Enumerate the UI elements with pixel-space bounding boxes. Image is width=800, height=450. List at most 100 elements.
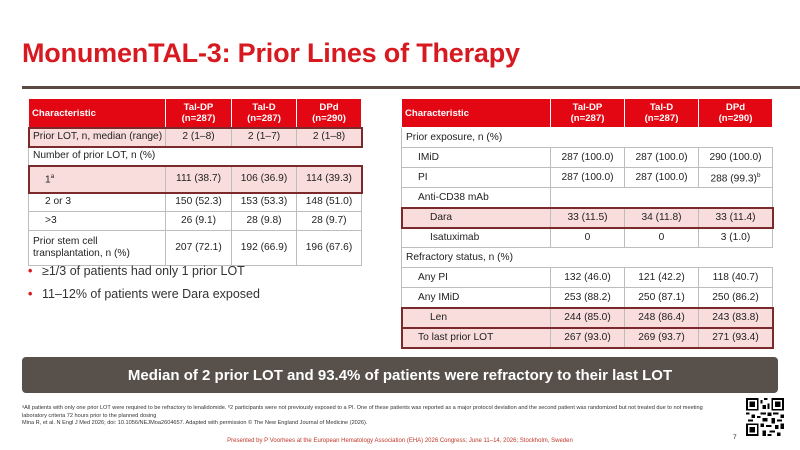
cell: 132 (46.0) xyxy=(550,267,625,288)
row-label: Isatuximab xyxy=(401,227,551,248)
row-label: Anti-CD38 mAb xyxy=(401,187,551,208)
cell: 253 (88.2) xyxy=(550,287,625,308)
col-header-tal-d: Tal-D (n=287) xyxy=(624,98,699,128)
qr-code-icon[interactable] xyxy=(746,398,784,436)
cell: 33 (11.5) xyxy=(550,207,625,228)
cell: 3 (1.0) xyxy=(698,227,773,248)
row-label: To last prior LOT xyxy=(401,327,551,348)
table-row: 1a 111 (38.7) 106 (36.9) 114 (39.3) xyxy=(27,164,363,194)
cell: 148 (51.0) xyxy=(296,192,362,212)
table-row: Prior stem cell transplantation, n (%) 2… xyxy=(28,230,362,266)
footnote-marker: b xyxy=(756,171,761,179)
cell: 248 (86.4) xyxy=(624,307,699,328)
col-header-tal-dp: Tal-DP (n=287) xyxy=(165,98,232,128)
cell: 118 (40.7) xyxy=(698,267,773,288)
section-label: Refractory status, n (%) xyxy=(401,247,773,268)
col-header-text: Tal-DP (n=287) xyxy=(181,102,216,124)
cell: 243 (83.8) xyxy=(698,307,773,328)
cell: 192 (66.9) xyxy=(231,230,297,266)
cell: 267 (93.0) xyxy=(550,327,625,348)
col-header-text: DPd (n=290) xyxy=(312,102,346,124)
slide-title: MonumenTAL-3: Prior Lines of Therapy xyxy=(22,38,520,68)
row-label: Prior LOT, n, median (range) xyxy=(28,127,166,147)
col-header-dpd: DPd (n=290) xyxy=(698,98,773,128)
col-header-text: Tal-D (n=287) xyxy=(247,102,281,124)
table-row: Dara 33 (11.5) 34 (11.8) 33 (11.4) xyxy=(400,206,774,229)
col-header-text: DPd (n=290) xyxy=(718,102,753,124)
cell: 287 (100.0) xyxy=(550,167,625,188)
list-item: • ≥1/3 of patients had only 1 prior LOT xyxy=(28,264,260,278)
row-label: Len xyxy=(401,307,551,328)
col-header-characteristic: Characteristic xyxy=(28,98,166,128)
row-label-text: 1 xyxy=(45,174,51,186)
cell: 2 (1–8) xyxy=(165,127,232,147)
cell: 287 (100.0) xyxy=(624,167,699,188)
col-header-characteristic: Characteristic xyxy=(401,98,551,128)
table-row: >3 26 (9.1) 28 (9.8) 28 (9.7) xyxy=(28,211,362,231)
table-row: Prior LOT, n, median (range) 2 (1–8) 2 (… xyxy=(27,126,363,148)
cell: 287 (100.0) xyxy=(550,147,625,168)
col-header-tal-dp: Tal-DP (n=287) xyxy=(550,98,625,128)
row-label: >3 xyxy=(28,211,166,231)
cell: 2 (1–7) xyxy=(231,127,297,147)
table-row: Anti-CD38 mAb xyxy=(401,187,773,208)
cell: 114 (39.3) xyxy=(296,165,362,193)
prior-exposure-table: Characteristic Tal-DP (n=287) Tal-D (n=2… xyxy=(400,98,774,349)
bullet-icon: • xyxy=(28,264,33,278)
cell: 250 (87.1) xyxy=(624,287,699,308)
table-row: IMiD 287 (100.0) 287 (100.0) 290 (100.0) xyxy=(401,147,773,168)
cell: 269 (93.7) xyxy=(624,327,699,348)
footnote-text: ᵃAll patients with only one prior LOT we… xyxy=(22,405,703,419)
list-item: • 11–12% of patients were Dara exposed xyxy=(28,287,260,301)
bullet-icon: • xyxy=(28,287,33,301)
title-divider xyxy=(22,86,800,89)
cell: 244 (85.0) xyxy=(550,307,625,328)
cell-text: 288 (99.3) xyxy=(710,173,757,185)
conclusion-banner: Median of 2 prior LOT and 93.4% of patie… xyxy=(22,357,778,393)
cell: 111 (38.7) xyxy=(165,165,232,193)
cell: 150 (52.3) xyxy=(165,192,232,212)
row-label: Any IMiD xyxy=(401,287,551,308)
cell: 121 (42.2) xyxy=(624,267,699,288)
footnotes: ᵃAll patients with only one prior LOT we… xyxy=(22,405,712,428)
row-label: Prior stem cell transplantation, n (%) xyxy=(28,230,166,266)
cell: 34 (11.8) xyxy=(624,207,699,228)
cell: 0 xyxy=(550,227,625,248)
cell: 288 (99.3)b xyxy=(698,167,773,188)
presented-by-line: Presented by P Voorhees at the European … xyxy=(227,438,573,444)
cell: 2 (1–8) xyxy=(296,127,362,147)
table-row: 2 or 3 150 (52.3) 153 (53.3) 148 (51.0) xyxy=(28,192,362,212)
cell: 196 (67.6) xyxy=(296,230,362,266)
cell: 28 (9.8) xyxy=(231,211,297,231)
bullet-text: ≥1/3 of patients had only 1 prior LOT xyxy=(42,264,245,278)
prior-lot-table: Characteristic Tal-DP (n=287) Tal-D (n=2… xyxy=(27,98,363,266)
cell: 0 xyxy=(624,227,699,248)
col-header-dpd: DPd (n=290) xyxy=(296,98,362,128)
row-label: IMiD xyxy=(401,147,551,168)
cell: 287 (100.0) xyxy=(624,147,699,168)
cell: 106 (36.9) xyxy=(231,165,297,193)
row-label: Any PI xyxy=(401,267,551,288)
section-label: Number of prior LOT, n (%) xyxy=(28,146,362,166)
row-label: Dara xyxy=(401,207,551,228)
col-header-text: Tal-D (n=287) xyxy=(644,102,679,124)
table-row: To last prior LOT 267 (93.0) 269 (93.7) … xyxy=(400,326,774,349)
cell: 26 (9.1) xyxy=(165,211,232,231)
key-points-list: • ≥1/3 of patients had only 1 prior LOT •… xyxy=(28,264,260,310)
table-row: Prior exposure, n (%) xyxy=(401,127,773,148)
table-row: Number of prior LOT, n (%) xyxy=(28,146,362,166)
footnote-marker: a xyxy=(50,173,55,181)
bullet-text: 11–12% of patients were Dara exposed xyxy=(42,287,260,301)
row-label: 2 or 3 xyxy=(28,192,166,212)
table-row: PI 287 (100.0) 287 (100.0) 288 (99.3)b xyxy=(401,167,773,188)
cell: 153 (53.3) xyxy=(231,192,297,212)
table-row: Isatuximab 0 0 3 (1.0) xyxy=(401,227,773,248)
citation-text: Mina R, et al. N Engl J Med 2026; doi: 1… xyxy=(22,420,368,426)
section-label: Prior exposure, n (%) xyxy=(401,127,773,148)
cell: 290 (100.0) xyxy=(698,147,773,168)
table-row: Refractory status, n (%) xyxy=(401,247,773,268)
cell: 250 (86.2) xyxy=(698,287,773,308)
table-row: Any PI 132 (46.0) 121 (42.2) 118 (40.7) xyxy=(401,267,773,288)
cell: 33 (11.4) xyxy=(698,207,773,228)
table-row: Any IMiD 253 (88.2) 250 (87.1) 250 (86.2… xyxy=(401,287,773,308)
